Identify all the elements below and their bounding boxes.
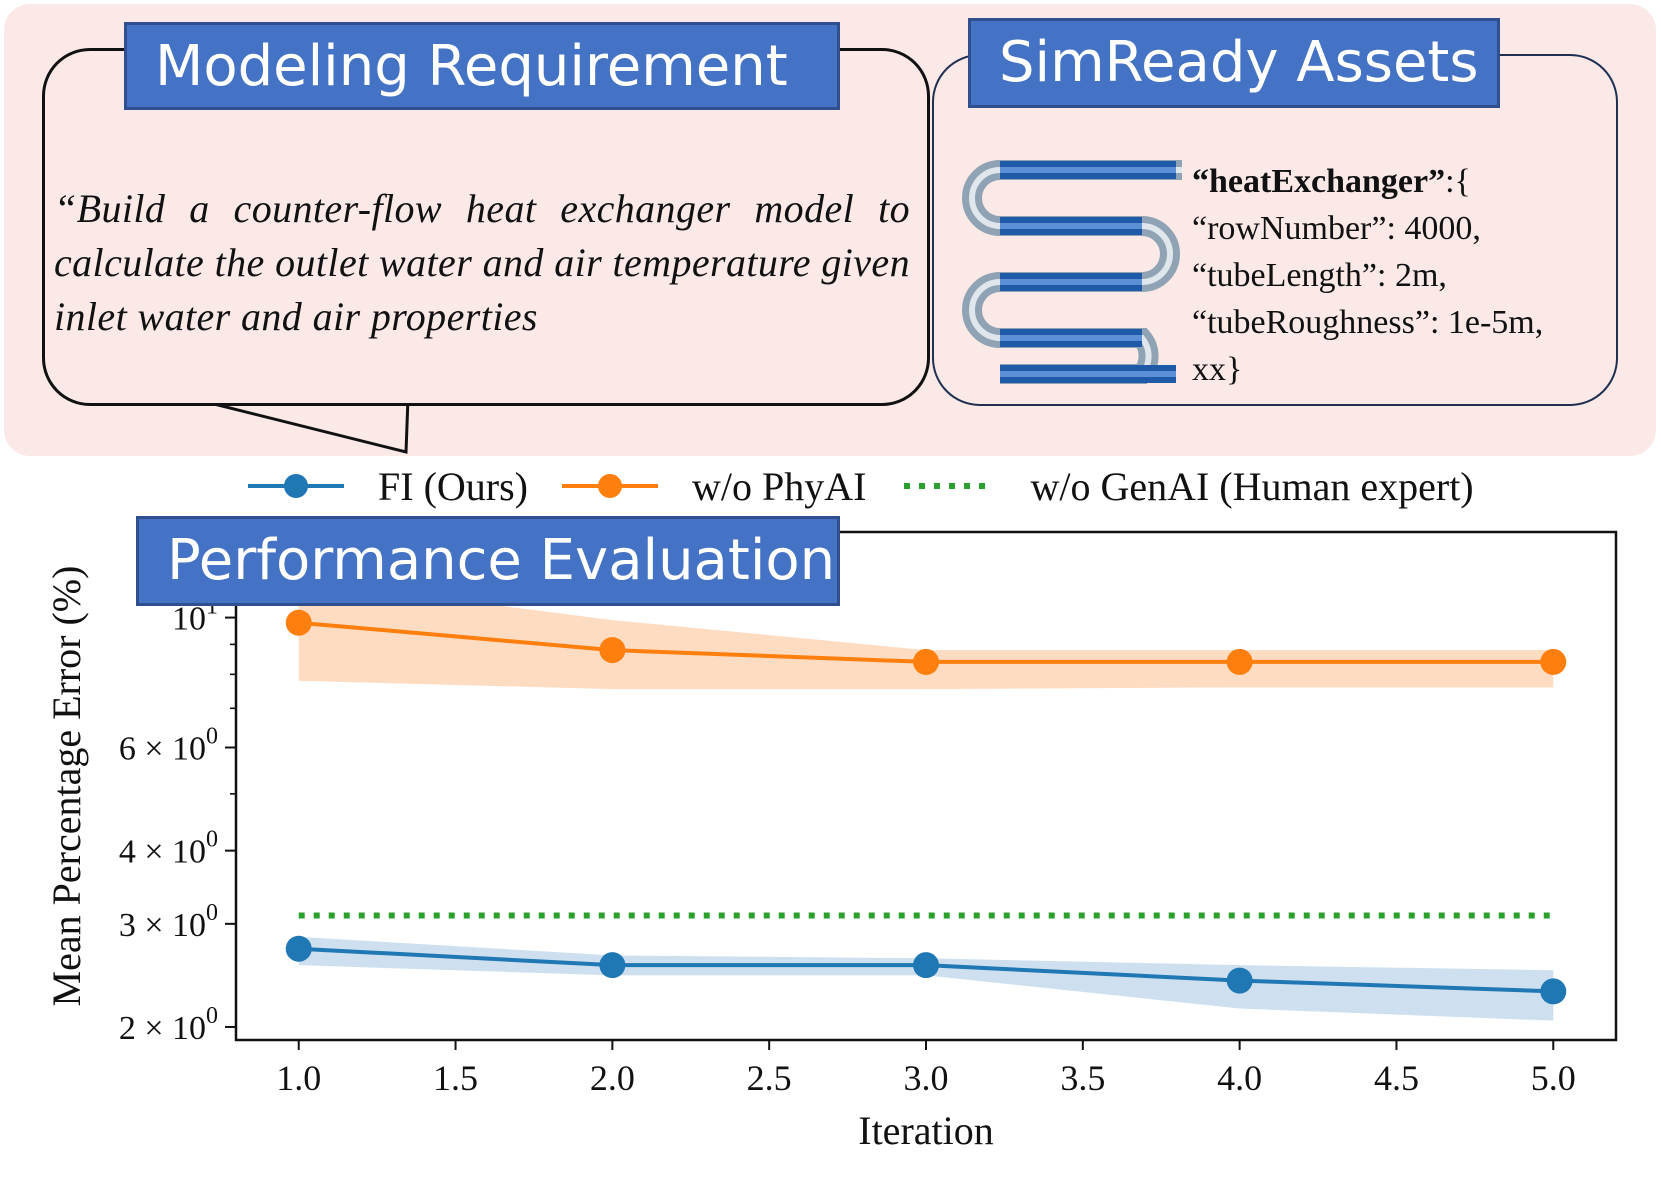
y-tick-exponent: 0 — [206, 724, 218, 750]
point-fi-ours — [1226, 967, 1253, 994]
legend-item-fi: FI (Ours) — [248, 463, 528, 510]
x-tick-label: 3.0 — [904, 1058, 949, 1098]
json-line: xx} — [1192, 351, 1243, 388]
y-tick-exponent: 0 — [206, 900, 218, 926]
legend-marker-fi — [248, 474, 344, 498]
simready-assets-title: SimReady Assets — [968, 18, 1500, 108]
series-markers — [285, 609, 1567, 1005]
json-open-brace: :{ — [1445, 163, 1471, 200]
x-tick-label: 1.0 — [276, 1058, 321, 1098]
json-line-key: “heatExchanger”:{ — [1192, 158, 1543, 205]
x-axis: 1.0 1.5 2.0 2.5 3.0 3.5 4.0 4.5 5.0 — [276, 1040, 1576, 1098]
legend-label-fi: FI (Ours) — [378, 463, 528, 509]
simready-json: “heatExchanger”:{ “rowNumber”: 4000, “tu… — [1192, 158, 1543, 393]
legend-marker-wo-phyai — [561, 474, 658, 498]
band-fi-ours — [298, 936, 1554, 1021]
chart-legend: FI (Ours) w/o PhyAI w/o GenAI (Human exp… — [248, 456, 1508, 516]
y-tick-exponent: 0 — [206, 827, 218, 853]
y-tick-base: 3 × 10 — [119, 907, 206, 944]
json-key: “heatExchanger” — [1192, 163, 1446, 200]
legend-label-wo-genai: w/o GenAI (Human expert) — [1030, 463, 1474, 509]
y-tick-base: 6 × 10 — [119, 731, 206, 768]
y-tick-base: 10 — [172, 601, 206, 638]
heat-exchanger-icon — [962, 160, 1182, 384]
point-w-o-phyai — [285, 609, 312, 636]
x-axis-label: Iteration — [858, 1108, 994, 1153]
json-line: “rowNumber”: 4000, — [1192, 210, 1481, 247]
x-tick-label: 3.5 — [1060, 1058, 1105, 1098]
x-tick-label: 2.0 — [590, 1058, 635, 1098]
y-tick-exponent: 0 — [206, 1003, 218, 1029]
point-fi-ours — [285, 935, 312, 962]
x-tick-label: 4.0 — [1217, 1058, 1262, 1098]
y-axis-label: Mean Percentage Error (%) — [44, 566, 89, 1007]
modeling-requirement-text: “Build a counter-flow heat exchanger mod… — [54, 186, 910, 339]
point-w-o-phyai — [1540, 648, 1567, 675]
y-tick-label: 3 × 100 — [119, 900, 218, 944]
x-tick-label: 2.5 — [747, 1058, 792, 1098]
point-fi-ours — [913, 952, 939, 979]
point-fi-ours — [599, 952, 626, 979]
point-fi-ours — [1540, 978, 1567, 1005]
point-w-o-phyai — [913, 648, 939, 675]
y-tick-base: 4 × 10 — [119, 834, 206, 871]
y-tick-base: 2 × 10 — [119, 1010, 206, 1047]
json-line: “tubeLength”: 2m, — [1192, 257, 1447, 294]
y-tick-label: 6 × 100 — [119, 724, 218, 768]
y-tick-label: 4 × 100 — [119, 827, 218, 871]
x-tick-label: 4.5 — [1374, 1058, 1419, 1098]
json-line: “tubeRoughness”: 1e-5m, — [1192, 304, 1544, 341]
x-tick-label: 5.0 — [1531, 1058, 1576, 1098]
legend-item-wo-genai: w/o GenAI (Human expert) — [900, 463, 1474, 510]
y-tick-label: 2 × 100 — [119, 1003, 218, 1047]
modeling-requirement-title: Modeling Requirement — [124, 22, 840, 110]
legend-item-wo-phyai: w/o PhyAI — [561, 463, 867, 510]
legend-label-wo-phyai: w/o PhyAI — [691, 463, 867, 509]
point-w-o-phyai — [599, 637, 626, 664]
point-w-o-phyai — [1226, 648, 1253, 675]
performance-evaluation-title: Performance Evaluation — [136, 516, 840, 606]
x-tick-label: 1.5 — [433, 1058, 478, 1098]
